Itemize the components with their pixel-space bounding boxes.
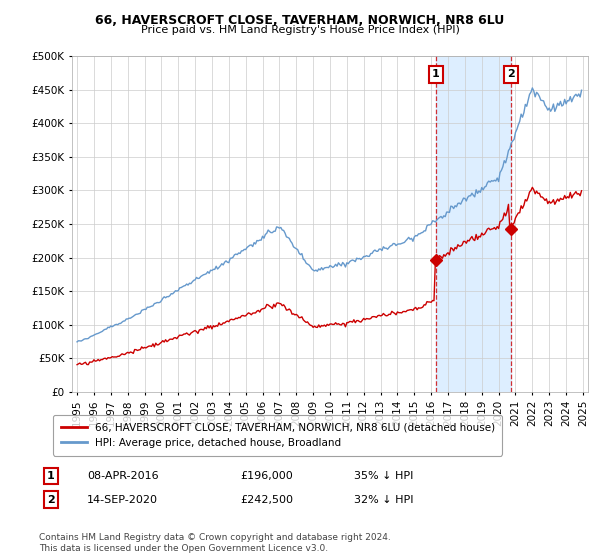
Text: Price paid vs. HM Land Registry's House Price Index (HPI): Price paid vs. HM Land Registry's House … [140, 25, 460, 35]
Text: 1: 1 [432, 69, 440, 80]
Text: 14-SEP-2020: 14-SEP-2020 [87, 494, 158, 505]
Text: 2: 2 [47, 494, 55, 505]
Text: 1: 1 [47, 471, 55, 481]
Text: 35% ↓ HPI: 35% ↓ HPI [354, 471, 413, 481]
Text: £196,000: £196,000 [240, 471, 293, 481]
Text: £242,500: £242,500 [240, 494, 293, 505]
Text: Contains HM Land Registry data © Crown copyright and database right 2024.
This d: Contains HM Land Registry data © Crown c… [39, 533, 391, 553]
Text: 66, HAVERSCROFT CLOSE, TAVERHAM, NORWICH, NR8 6LU: 66, HAVERSCROFT CLOSE, TAVERHAM, NORWICH… [95, 14, 505, 27]
Bar [436, 56, 511, 392]
Text: 2: 2 [507, 69, 514, 80]
Text: 32% ↓ HPI: 32% ↓ HPI [354, 494, 413, 505]
Legend: 66, HAVERSCROFT CLOSE, TAVERHAM, NORWICH, NR8 6LU (detached house), HPI: Average: 66, HAVERSCROFT CLOSE, TAVERHAM, NORWICH… [53, 416, 502, 455]
Text: 08-APR-2016: 08-APR-2016 [87, 471, 158, 481]
